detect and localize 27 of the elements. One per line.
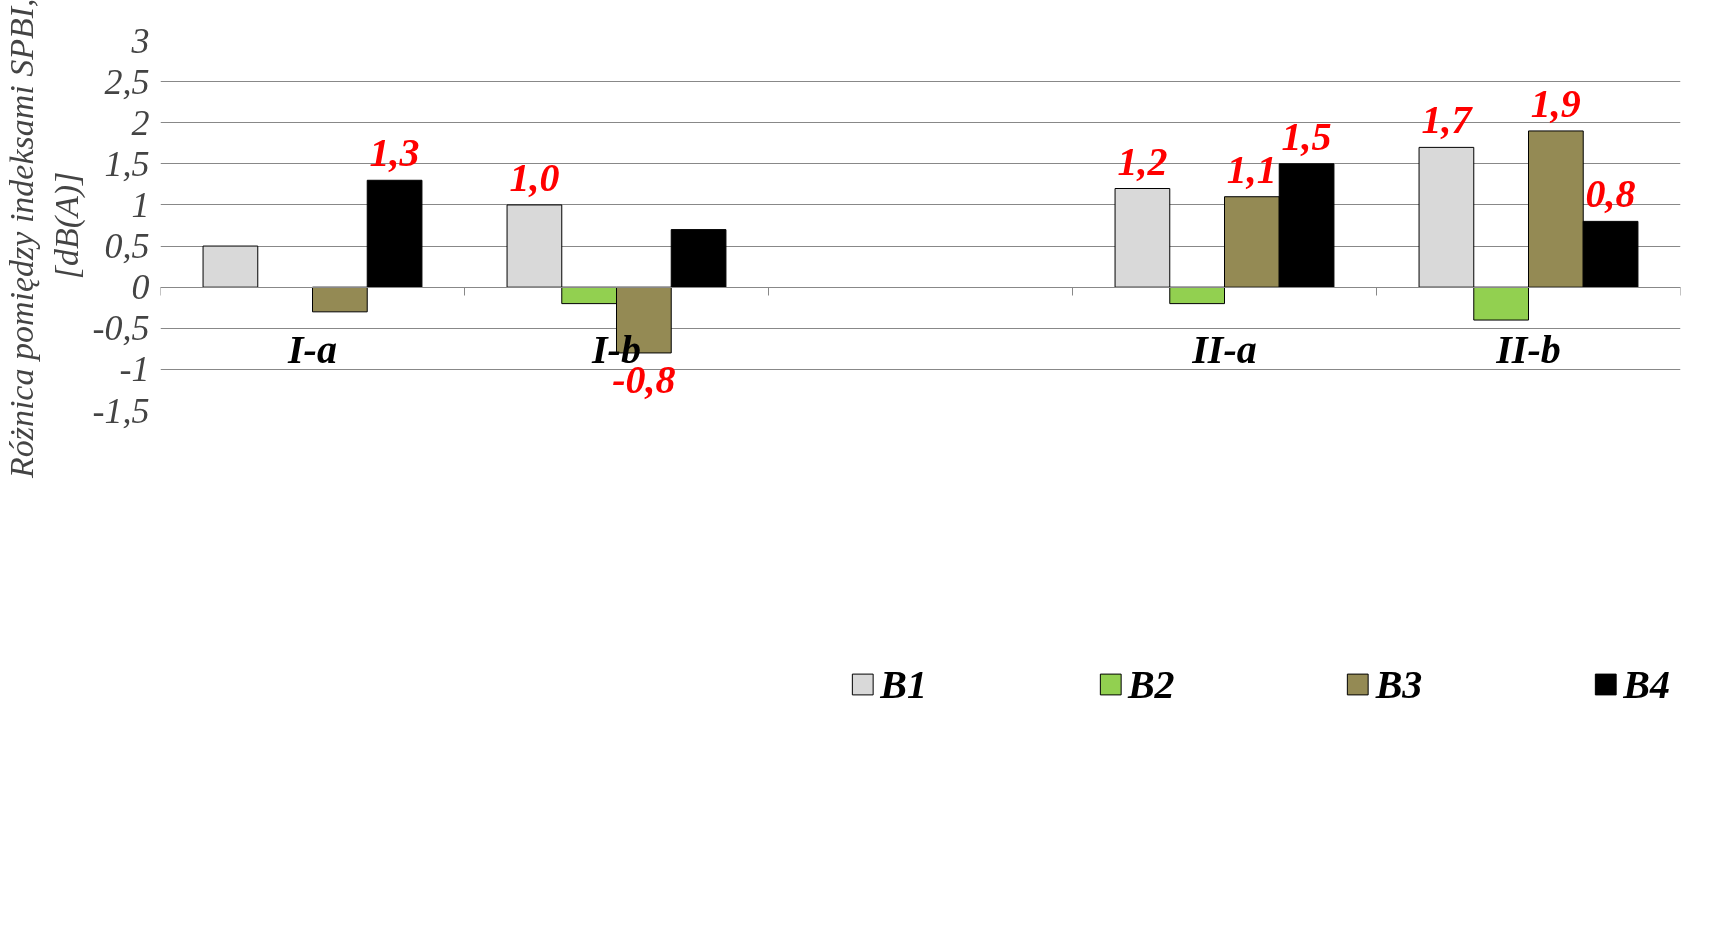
y-tick-label: -0,5 [92, 308, 150, 349]
y-tick-label: 2 [131, 102, 150, 143]
x-tick-label: II-a [1191, 327, 1257, 373]
data-label: 1,3 [369, 130, 420, 176]
y-tick-label: -1 [119, 349, 150, 390]
y-tick-label: 0,5 [104, 226, 150, 267]
bar [202, 245, 259, 288]
y-tick-label: 1 [131, 184, 150, 225]
data-label: 1,7 [1421, 97, 1474, 143]
data-label: 1,9 [1530, 80, 1581, 126]
x-tick-label: II-b [1495, 327, 1561, 373]
legend-label: B3 [1375, 660, 1423, 708]
data-label: 1,0 [509, 154, 560, 200]
y-axis-title: Różnica pomiędzy indeksami SPBI, [dB(A)] [3, 0, 86, 480]
y-tick-label: 2,5 [104, 61, 150, 102]
y-tick-label: 3 [130, 20, 150, 61]
data-label: 1,2 [1117, 138, 1168, 184]
legend-label: B1 [880, 660, 927, 708]
data-label: 1,5 [1281, 113, 1332, 159]
legend-label: B4 [1623, 660, 1670, 708]
y-tick-label: -1,5 [92, 390, 150, 431]
data-label: 1,1 [1226, 146, 1277, 192]
y-tick-label: 1,5 [104, 143, 150, 184]
legend-label: B2 [1127, 660, 1175, 708]
x-tick-label: I-a [287, 327, 337, 373]
data-label: 0,8 [1585, 171, 1636, 217]
y-tick-label: 0 [131, 267, 150, 308]
